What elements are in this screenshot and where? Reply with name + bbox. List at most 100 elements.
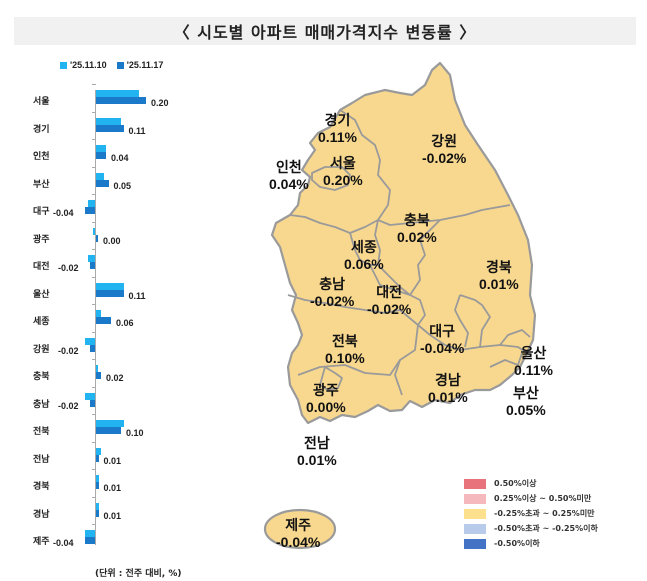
- legend-label: -0.50%이하: [494, 539, 540, 548]
- region-value: -0.04%: [420, 340, 465, 356]
- axis-tick: [92, 111, 96, 113]
- map-label-seoul: 서울 0.20%: [323, 155, 363, 189]
- title-bar: 〈 시도별 아파트 매매가격지수 변동률 〉: [14, 17, 636, 45]
- bar-series-1: [96, 172, 104, 180]
- bar-row: 경북 0.01: [0, 469, 230, 505]
- bar-series-2: [96, 509, 99, 517]
- category-label: 대구: [33, 207, 50, 217]
- data-label: 0.00: [103, 235, 121, 246]
- bar-series-1: [96, 365, 98, 372]
- axis-tick: [92, 496, 96, 498]
- bar-series-1: [85, 337, 95, 345]
- bar-series-2: [96, 317, 111, 324]
- axis-tick: [92, 359, 96, 360]
- data-label: 0.11: [128, 290, 146, 301]
- data-label: -0.04: [53, 538, 74, 548]
- bar-series-1: [96, 117, 121, 125]
- bar-series-2: [96, 234, 98, 242]
- region-value: 0.11%: [514, 362, 553, 378]
- bar-series-2: [96, 427, 121, 434]
- legend-swatch-icon: [464, 493, 486, 504]
- category-label: 충북: [33, 372, 50, 382]
- axis-tick: [92, 139, 96, 140]
- bar-series-1: [85, 392, 95, 400]
- axis-tick: [92, 166, 96, 168]
- bar-series-1: [96, 447, 101, 455]
- region-name: 광주: [312, 382, 339, 398]
- bar-series-2: [96, 482, 99, 489]
- data-label: 0.01: [103, 455, 122, 466]
- bar-row: 전남 0.01: [0, 441, 230, 478]
- data-label: 0.01: [103, 510, 122, 521]
- data-label: -0.02: [58, 345, 79, 356]
- axis-tick: [92, 414, 96, 415]
- category-label: 울산: [33, 289, 50, 300]
- data-label: 0.06: [116, 318, 134, 328]
- bar-chart: 서울 0.20 경기 0.11 인천 0.04 부산 0.05 대구 -0.04 광주 0.00 대전 -…: [0, 80, 230, 560]
- bar-series-2: [96, 152, 106, 159]
- legend-label: 0.50%이상: [494, 479, 537, 488]
- bar-row: 울산 0.11: [0, 276, 230, 313]
- bar-series-2: [96, 289, 124, 297]
- category-label: 제주: [33, 537, 50, 547]
- category-label: 대전: [33, 262, 50, 272]
- region-value: -0.02%: [310, 293, 355, 309]
- bar-series-1: [96, 310, 101, 317]
- region-value: -0.04%: [276, 534, 321, 550]
- legend-label: -0.50%초과 ~ -0.25%이하: [494, 524, 598, 533]
- category-label: 부산: [33, 179, 50, 190]
- bar-series-2: [96, 372, 101, 379]
- legend-swatch-icon: [464, 478, 486, 489]
- region-name: 전북: [331, 333, 358, 349]
- map-label-daejeon: 대전 -0.02%: [367, 284, 411, 318]
- map-label-gyeongbuk: 경북 0.01%: [479, 259, 519, 293]
- map-legend-item: 0.50%이상: [464, 476, 598, 491]
- bar-row: 제주 -0.04: [0, 524, 230, 560]
- region-value: -0.02%: [367, 301, 412, 317]
- map-label-gwangju: 광주 0.00%: [306, 382, 346, 416]
- category-label: 충남: [33, 399, 50, 410]
- bar-row: 인천 0.04: [0, 139, 230, 175]
- axis-tick: [92, 331, 96, 333]
- axis-tick: [92, 441, 96, 443]
- data-label: 0.11: [128, 125, 146, 136]
- map-label-ulsan: 울산 0.11%: [514, 345, 553, 379]
- bar-row: 전북 0.10: [0, 414, 230, 450]
- legend-label: '25.11.10: [70, 60, 107, 70]
- data-label: -0.02: [58, 263, 79, 273]
- data-label: 0.05: [113, 180, 132, 191]
- data-label: 0.01: [103, 483, 122, 493]
- bar-row: 세종 0.06: [0, 304, 230, 340]
- map-label-daegu: 대구 -0.04%: [420, 323, 464, 357]
- region-value: 0.01%: [297, 452, 337, 468]
- map-label-jeonnam: 전남 0.01%: [297, 435, 337, 469]
- bar-series-1: [96, 282, 124, 290]
- region-value: 0.00%: [306, 399, 346, 415]
- map-label-gyeongnam: 경남 0.01%: [428, 372, 468, 406]
- data-label: -0.04: [53, 208, 74, 218]
- legend-item-series-2: '25.11.17: [116, 60, 163, 70]
- bar-series-1: [96, 145, 106, 152]
- region-value: 0.20%: [323, 172, 363, 188]
- bar-series-2: [96, 179, 109, 187]
- data-label: 0.10: [126, 428, 144, 438]
- data-label: -0.02: [58, 400, 79, 411]
- map-legend-item: -0.50%이하: [464, 536, 598, 551]
- category-label: 경북: [33, 482, 50, 492]
- region-name: 전남: [303, 435, 330, 451]
- map-label-chungbuk: 충북 0.02%: [397, 212, 437, 246]
- map-legend-item: 0.25%이상 ~ 0.50%미만: [464, 491, 598, 506]
- region-name: 세종: [350, 239, 377, 255]
- unit-note: (단위 : 전주 대비, %): [95, 569, 182, 579]
- region-value: 0.10%: [325, 350, 365, 366]
- region-name: 대구: [429, 323, 456, 339]
- data-label: 0.04: [111, 153, 129, 163]
- bar-series-1: [96, 475, 99, 482]
- bar-series-2: [90, 344, 95, 352]
- map-label-chungnam: 충남 -0.02%: [310, 276, 354, 310]
- map-label-gyeonggi: 경기 0.11%: [318, 112, 357, 146]
- map-legend: 0.50%이상 0.25%이상 ~ 0.50%미만 -0.25%초과 ~ 0.25%…: [464, 476, 598, 551]
- map-label-jeonbuk: 전북 0.10%: [325, 333, 365, 367]
- axis-tick: [92, 469, 96, 470]
- region-name: 경기: [324, 112, 351, 128]
